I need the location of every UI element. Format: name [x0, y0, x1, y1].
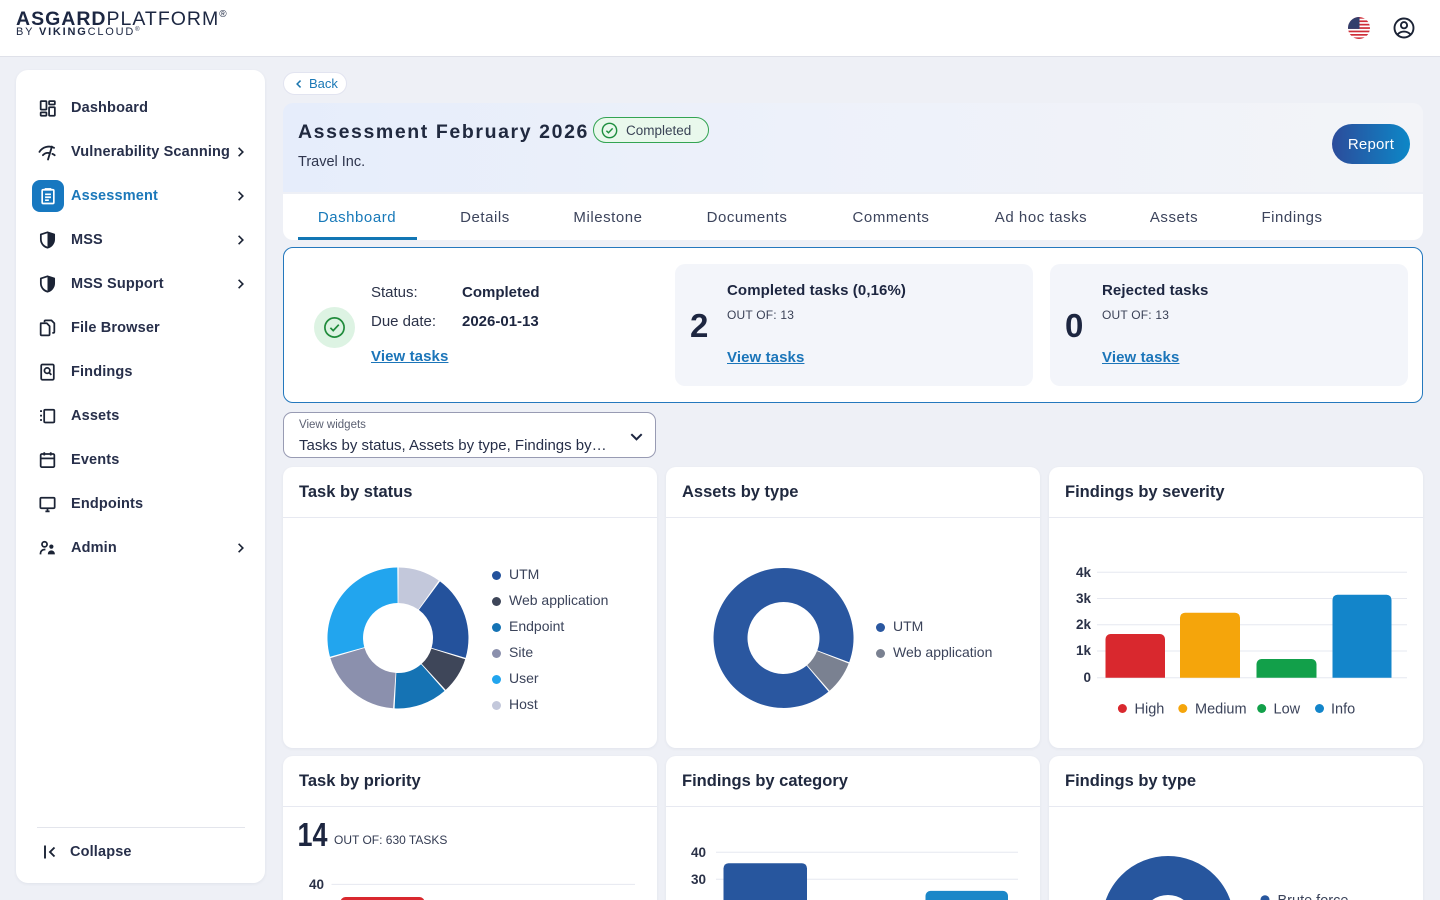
svg-text:14: 14 [298, 816, 329, 853]
svg-text:2k: 2k [1076, 617, 1092, 632]
svg-text:3k: 3k [1076, 591, 1092, 606]
svg-text:40: 40 [691, 845, 706, 860]
svg-text:30: 30 [691, 872, 706, 887]
svg-text:40: 40 [309, 877, 324, 892]
svg-text:Info: Info [1331, 702, 1355, 718]
svg-text:Brute force: Brute force [1278, 893, 1349, 900]
svg-text:High: High [1135, 702, 1165, 718]
svg-text:Medium: Medium [1195, 702, 1247, 718]
svg-text:1k: 1k [1076, 643, 1092, 658]
svg-text:Low: Low [1274, 702, 1301, 718]
svg-text:OUT OF: 630 TASKS: OUT OF: 630 TASKS [334, 833, 447, 847]
svg-text:0: 0 [1083, 670, 1091, 685]
svg-text:4k: 4k [1076, 565, 1092, 580]
